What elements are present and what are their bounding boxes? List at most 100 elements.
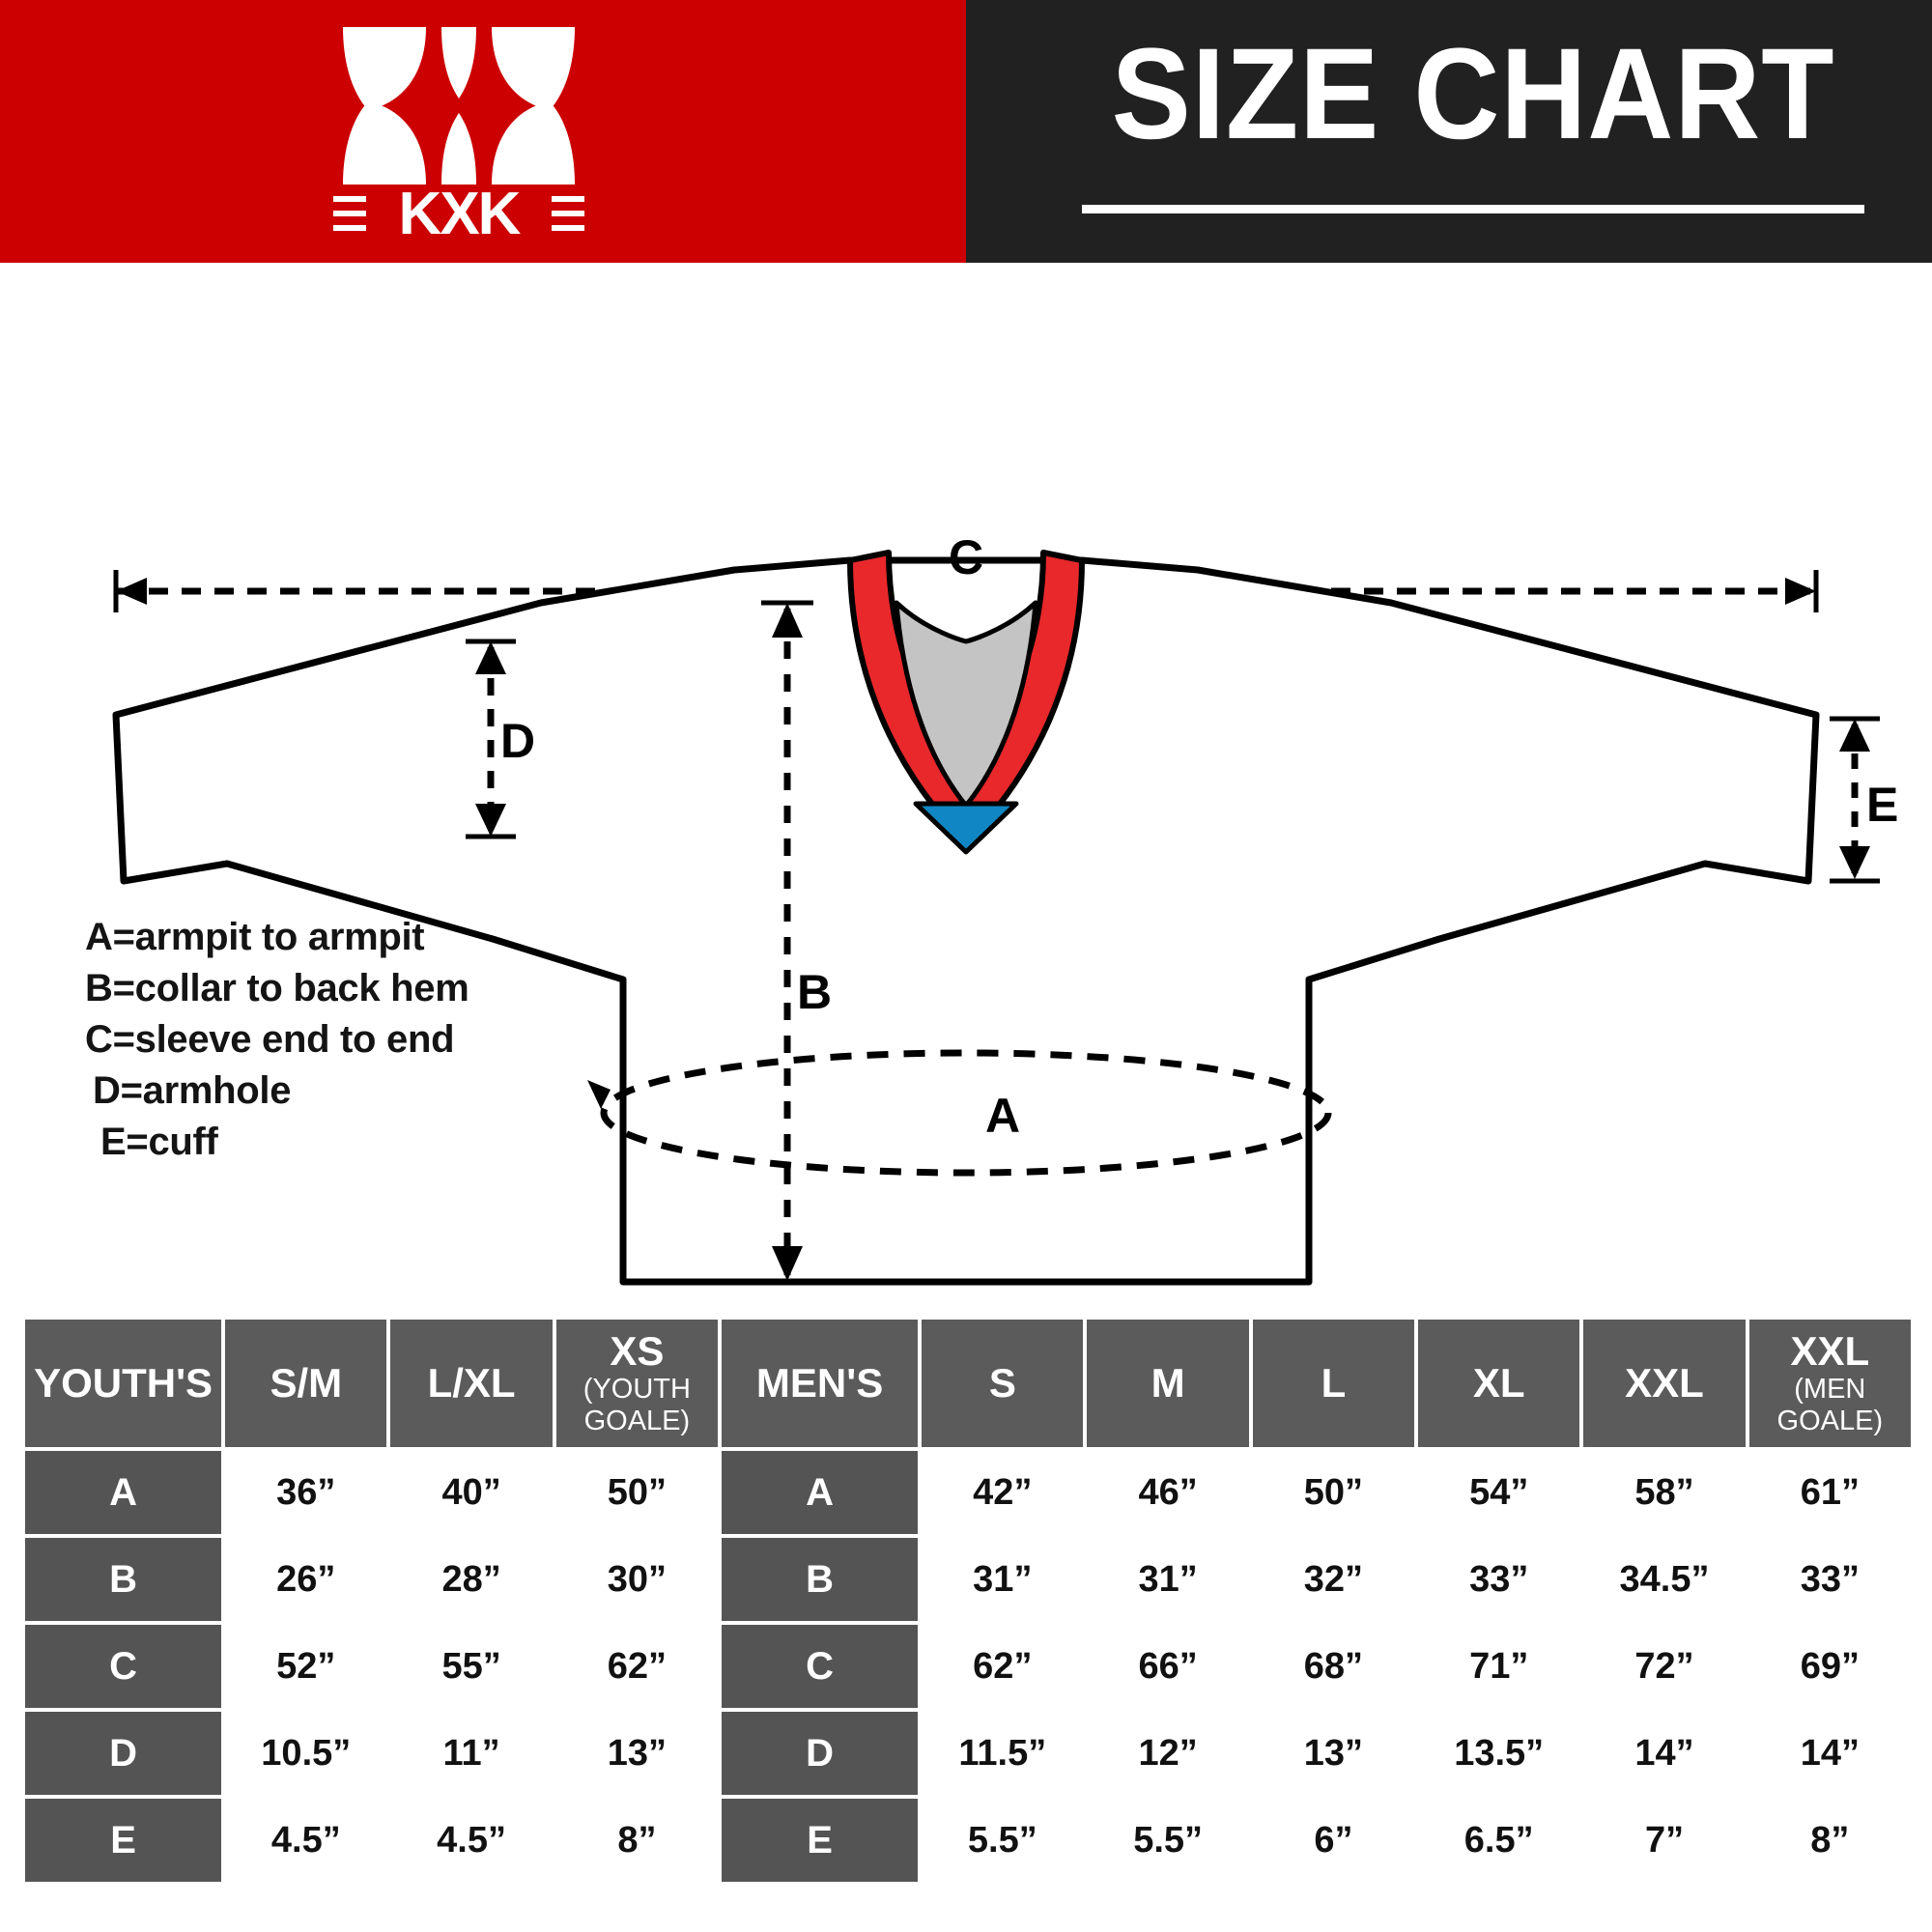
measure-b-label: B bbox=[797, 965, 832, 1019]
legend-item-d: D=armhole bbox=[93, 1069, 292, 1112]
header-youth-col-1: L/XL bbox=[390, 1320, 553, 1447]
cell-mens-a-5: 61” bbox=[1748, 1451, 1911, 1534]
header-youth-col-2: XS (YOUTH GOALE) bbox=[555, 1320, 719, 1447]
measure-b-dimension: B bbox=[761, 600, 832, 1286]
cell-mens-a-3: 54” bbox=[1418, 1451, 1580, 1534]
row-label-mens-b: B bbox=[722, 1538, 919, 1621]
legend-item-b: B=collar to back hem bbox=[85, 967, 469, 1009]
size-table-container: YOUTH'S S/M L/XL XS (YOUTH GOALE) MEN'S … bbox=[21, 1316, 1915, 1886]
header-brand-panel: KXK bbox=[0, 0, 966, 263]
cell-mens-b-4: 34.5” bbox=[1583, 1538, 1746, 1621]
cell-mens-c-3: 71” bbox=[1418, 1625, 1580, 1708]
row-label-mens-a: A bbox=[722, 1451, 919, 1534]
header-mens-col-1: M bbox=[1087, 1320, 1249, 1447]
measure-e-label: E bbox=[1866, 778, 1898, 832]
page-header: KXK SIZE CHART bbox=[0, 0, 1932, 263]
header-youth-col-2-main: XS bbox=[610, 1328, 665, 1374]
legend-item-a: A=armpit to armpit bbox=[85, 916, 425, 958]
jersey-outline bbox=[112, 556, 1820, 1286]
header-mens-col-2-main: L bbox=[1321, 1360, 1347, 1406]
cell-mens-e-2: 6” bbox=[1252, 1799, 1415, 1882]
cell-mens-a-0: 42” bbox=[922, 1451, 1084, 1534]
table-row: B 26” 28” 30” B 31” 31” 32” 33” 34.5” 33… bbox=[25, 1538, 1911, 1621]
cell-mens-b-0: 31” bbox=[922, 1538, 1084, 1621]
cell-mens-e-5: 8” bbox=[1748, 1799, 1911, 1882]
kxk-logo-wordmark: KXK bbox=[333, 181, 584, 248]
header-mens-col-2: L bbox=[1252, 1320, 1415, 1447]
cell-mens-d-5: 14” bbox=[1748, 1712, 1911, 1795]
jersey-collar bbox=[847, 550, 1085, 855]
cell-mens-d-0: 11.5” bbox=[922, 1712, 1084, 1795]
page-title: SIZE CHART bbox=[1111, 22, 1835, 166]
row-label-mens-d: D bbox=[722, 1712, 919, 1795]
measure-a-label: A bbox=[985, 1089, 1020, 1143]
header-title-panel: SIZE CHART bbox=[966, 0, 1932, 263]
header-youth-col-1-main: L/XL bbox=[427, 1360, 516, 1406]
row-label-mens-c: C bbox=[722, 1625, 919, 1708]
cell-youth-d-0: 10.5” bbox=[225, 1712, 387, 1795]
cell-mens-b-5: 33” bbox=[1748, 1538, 1911, 1621]
cell-mens-c-2: 68” bbox=[1252, 1625, 1415, 1708]
table-header-row: YOUTH'S S/M L/XL XS (YOUTH GOALE) MEN'S … bbox=[25, 1320, 1911, 1447]
kxk-logo-mark bbox=[343, 27, 575, 185]
row-label-youth-a: A bbox=[25, 1451, 222, 1534]
header-mens-group-label: MEN'S bbox=[755, 1360, 884, 1406]
legend-item-e: E=cuff bbox=[100, 1121, 218, 1163]
measure-d-label: D bbox=[500, 714, 535, 768]
cell-mens-e-0: 5.5” bbox=[922, 1799, 1084, 1882]
header-mens-col-5-sub: (MEN GOALE) bbox=[1776, 1374, 1884, 1436]
header-youth-col-0: S/M bbox=[225, 1320, 387, 1447]
measure-c-dimension bbox=[113, 570, 1819, 612]
header-mens-col-3-main: XL bbox=[1472, 1360, 1525, 1406]
table-row: D 10.5” 11” 13” D 11.5” 12” 13” 13.5” 14… bbox=[25, 1712, 1911, 1795]
header-mens-col-4-main: XXL bbox=[1625, 1360, 1704, 1406]
size-table: YOUTH'S S/M L/XL XS (YOUTH GOALE) MEN'S … bbox=[21, 1316, 1915, 1886]
header-mens-col-5-main: XXL bbox=[1790, 1328, 1870, 1374]
cell-mens-e-3: 6.5” bbox=[1418, 1799, 1580, 1882]
measure-a-dimension: A bbox=[587, 1049, 1332, 1177]
legend-item-c: C=sleeve end to end bbox=[85, 1018, 455, 1061]
cell-mens-c-1: 66” bbox=[1087, 1625, 1249, 1708]
header-youth-col-0-main: S/M bbox=[270, 1360, 343, 1406]
kxk-wordmark-svg: KXK bbox=[333, 181, 584, 247]
cell-mens-d-2: 13” bbox=[1252, 1712, 1415, 1795]
cell-youth-e-1: 4.5” bbox=[390, 1799, 553, 1882]
cell-mens-a-2: 50” bbox=[1252, 1451, 1415, 1534]
measure-c-label: C bbox=[949, 530, 983, 584]
jersey-diagram: D B A E C A=armpit to bbox=[0, 263, 1932, 1316]
row-label-mens-e: E bbox=[722, 1799, 919, 1882]
header-mens-group: MEN'S bbox=[722, 1320, 919, 1447]
measure-e-dimension: E bbox=[1830, 716, 1898, 884]
header-mens-col-5: XXL (MEN GOALE) bbox=[1748, 1320, 1911, 1447]
cell-youth-c-0: 52” bbox=[225, 1625, 387, 1708]
cell-youth-b-1: 28” bbox=[390, 1538, 553, 1621]
cell-youth-b-2: 30” bbox=[555, 1538, 719, 1621]
cell-youth-a-2: 50” bbox=[555, 1451, 719, 1534]
table-row: E 4.5” 4.5” 8” E 5.5” 5.5” 6” 6.5” 7” 8” bbox=[25, 1799, 1911, 1882]
cell-youth-d-1: 11” bbox=[390, 1712, 553, 1795]
cell-mens-e-4: 7” bbox=[1583, 1799, 1746, 1882]
cell-youth-b-0: 26” bbox=[225, 1538, 387, 1621]
header-mens-col-3: XL bbox=[1418, 1320, 1580, 1447]
svg-text:KXK: KXK bbox=[399, 184, 522, 243]
cell-mens-c-5: 69” bbox=[1748, 1625, 1911, 1708]
header-youth-col-2-sub: (YOUTH GOALE) bbox=[582, 1374, 691, 1436]
row-label-youth-c: C bbox=[25, 1625, 222, 1708]
jersey-diagram-svg: D B A E C bbox=[112, 530, 1898, 1286]
measure-d-dimension: D bbox=[466, 639, 535, 839]
cell-mens-b-1: 31” bbox=[1087, 1538, 1249, 1621]
cell-youth-a-0: 36” bbox=[225, 1451, 387, 1534]
measurement-legend: A=armpit to armpit B=collar to back hem … bbox=[85, 912, 587, 1168]
cell-mens-b-3: 33” bbox=[1418, 1538, 1580, 1621]
cell-youth-d-2: 13” bbox=[555, 1712, 719, 1795]
cell-youth-c-2: 62” bbox=[555, 1625, 719, 1708]
row-label-youth-b: B bbox=[25, 1538, 222, 1621]
cell-mens-d-3: 13.5” bbox=[1418, 1712, 1580, 1795]
cell-youth-e-0: 4.5” bbox=[225, 1799, 387, 1882]
header-mens-col-0-main: S bbox=[988, 1360, 1016, 1406]
cell-mens-d-4: 14” bbox=[1583, 1712, 1746, 1795]
header-mens-col-0: S bbox=[922, 1320, 1084, 1447]
title-underline bbox=[1082, 205, 1864, 213]
row-label-youth-e: E bbox=[25, 1799, 222, 1882]
table-row: C 52” 55” 62” C 62” 66” 68” 71” 72” 69” bbox=[25, 1625, 1911, 1708]
